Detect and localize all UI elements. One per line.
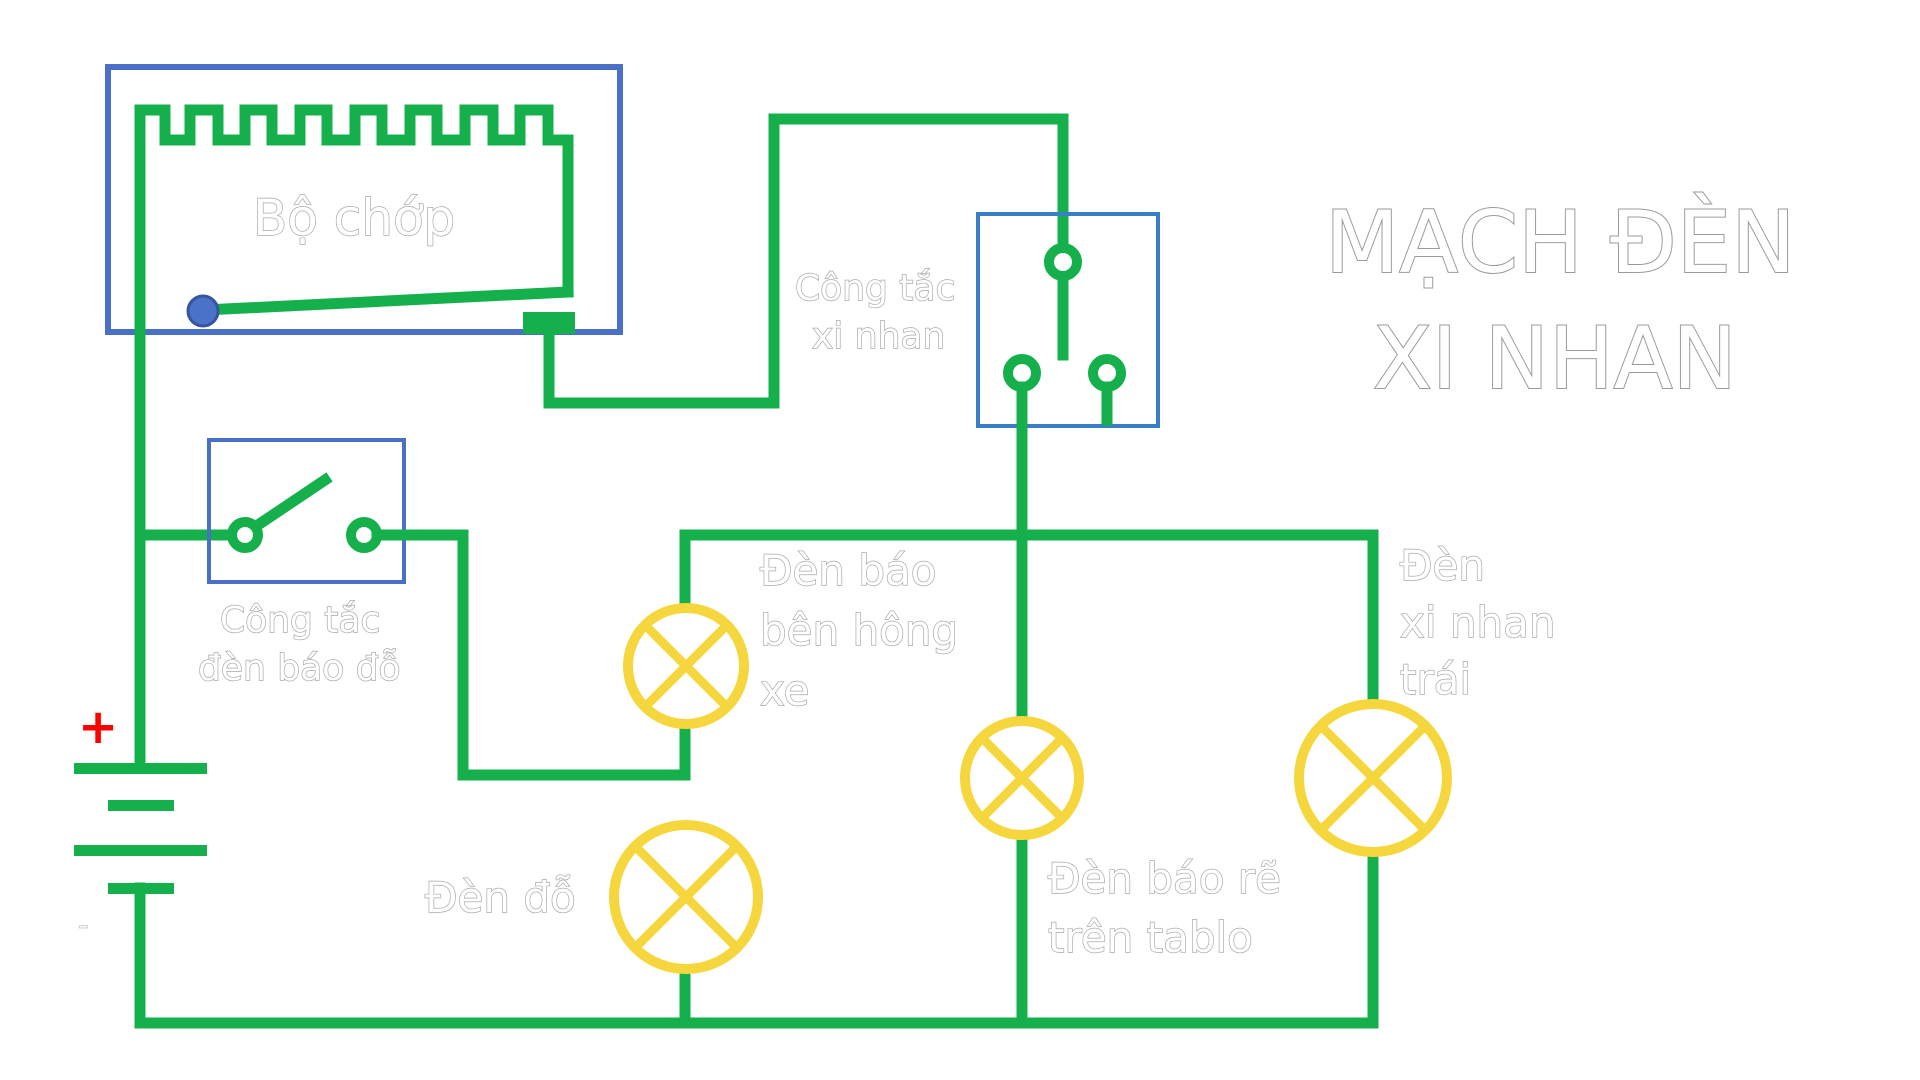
battery-plate-1	[74, 763, 207, 774]
side-lamp-label-line1: Đèn báo	[760, 546, 936, 595]
side-lamp-cross-b	[641, 621, 731, 711]
left-turn-lamp-label-line1: Đèn	[1400, 541, 1485, 590]
flasher-label: Bộ chớp	[253, 189, 455, 247]
dash-lamp-cross-b	[978, 734, 1066, 822]
dash-lamp-label-line1: Đèn báo rẽ	[1048, 854, 1281, 903]
hazard-switch-left-terminal	[227, 517, 263, 553]
left-turn-lamp	[1294, 699, 1452, 857]
left-turn-lamp-label-line2: xi nhan	[1400, 598, 1555, 647]
parking-lamp-label: Đèn đỗ	[425, 873, 576, 922]
hazard-switch-label-line2: đèn báo đỗ	[198, 648, 401, 689]
diagram-title-line2: XI NHAN	[1373, 309, 1737, 409]
battery	[74, 763, 207, 894]
wire-hazard-switch-to-parking-lamp	[371, 529, 691, 781]
battery-plate-4	[108, 883, 174, 894]
battery-positive-sign: +	[78, 699, 118, 755]
hazard-switch-label-line1: Công tắc	[220, 600, 380, 641]
flasher-output-terminal	[523, 312, 575, 334]
hazard-switch-box	[207, 438, 406, 584]
parking-lamp	[609, 820, 763, 974]
side-lamp	[623, 603, 749, 729]
parking-lamp-cross-b	[631, 842, 741, 952]
flasher-coil	[134, 104, 574, 298]
battery-plate-2	[108, 800, 174, 811]
turn-switch-label-line2: xi nhan	[812, 316, 945, 357]
left-turn-lamp-label-line3: trái	[1400, 655, 1471, 704]
turn-switch-box	[976, 212, 1160, 428]
side-lamp-label-line2: bên hông	[760, 606, 958, 655]
wire-ground-bus	[134, 882, 1379, 1029]
battery-negative-sign: -	[78, 908, 89, 943]
side-lamp-label-line3: xe	[760, 666, 809, 715]
battery-plate-3	[74, 845, 207, 856]
turn-switch-label-line1: Công tắc	[795, 268, 955, 309]
hazard-switch-lever	[250, 472, 333, 533]
flasher-unit-box	[105, 64, 623, 335]
left-turn-lamp-cross-b	[1317, 722, 1429, 834]
wire-flasher-to-turn-switch	[543, 113, 1069, 409]
turn-switch-input-terminal	[1044, 243, 1082, 281]
dash-lamp-label-line2: trên tablo	[1048, 913, 1253, 962]
diagram-title-line1: MẠCH ĐÈN	[1325, 192, 1795, 293]
dash-lamp	[960, 716, 1084, 840]
flasher-pivot-contact	[186, 294, 220, 328]
flasher-contact-arm	[199, 286, 574, 316]
